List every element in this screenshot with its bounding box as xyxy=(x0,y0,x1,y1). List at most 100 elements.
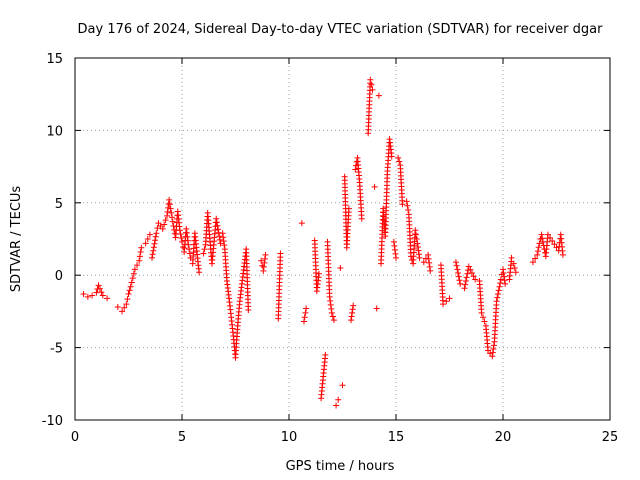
data-point xyxy=(465,263,472,270)
data-point xyxy=(493,298,500,305)
data-point xyxy=(452,259,459,266)
data-point xyxy=(328,309,335,316)
data-point xyxy=(114,304,121,311)
data-point xyxy=(245,306,252,313)
y-axis-label: SDTVAR / TECUs xyxy=(9,186,24,293)
data-point xyxy=(124,296,131,303)
data-point xyxy=(166,201,173,208)
data-point xyxy=(152,237,159,244)
data-point xyxy=(215,226,222,233)
data-point xyxy=(489,353,496,360)
data-point xyxy=(166,196,173,203)
data-point xyxy=(512,269,519,276)
data-point xyxy=(131,266,138,273)
data-point xyxy=(414,243,421,250)
data-point xyxy=(489,349,496,356)
x-tick-label: 5 xyxy=(178,430,186,445)
data-point xyxy=(326,293,333,300)
data-point xyxy=(260,263,267,270)
data-point xyxy=(322,351,329,358)
data-point xyxy=(262,251,269,258)
data-point xyxy=(495,287,502,294)
x-tick-label: 10 xyxy=(281,430,298,445)
data-point xyxy=(153,230,160,237)
data-point xyxy=(134,262,141,269)
data-point xyxy=(508,254,515,261)
data-point xyxy=(405,207,412,214)
data-point xyxy=(128,279,135,286)
data-point xyxy=(462,277,469,284)
data-point xyxy=(220,234,227,241)
data-point xyxy=(425,251,432,258)
data-point xyxy=(350,302,357,309)
data-point xyxy=(213,215,220,222)
data-point xyxy=(127,283,134,290)
data-point xyxy=(373,305,380,312)
data-point xyxy=(200,250,207,257)
data-point xyxy=(375,92,382,99)
data-point xyxy=(328,305,335,312)
data-point xyxy=(327,297,334,304)
data-point xyxy=(196,269,203,276)
data-point xyxy=(220,238,227,245)
data-point xyxy=(369,86,376,93)
data-point xyxy=(494,294,501,301)
data-point xyxy=(221,242,228,249)
data-point xyxy=(159,225,166,232)
data-point xyxy=(368,81,375,88)
data-point xyxy=(121,304,128,311)
data-point xyxy=(149,251,156,258)
data-point xyxy=(300,318,307,325)
data-point xyxy=(335,396,342,403)
data-point xyxy=(538,231,545,238)
data-point xyxy=(495,291,502,298)
data-point xyxy=(216,233,223,240)
data-point xyxy=(480,314,487,321)
data-point xyxy=(80,291,87,298)
data-point xyxy=(337,264,344,271)
data-point xyxy=(468,270,475,277)
data-point xyxy=(446,295,453,302)
data-point xyxy=(184,233,191,240)
data-point xyxy=(169,218,176,225)
data-point xyxy=(358,215,365,222)
y-tick-label: 0 xyxy=(55,269,63,284)
data-point xyxy=(553,244,560,251)
data-point xyxy=(104,295,111,302)
data-point xyxy=(470,273,477,280)
data-point xyxy=(496,283,503,290)
data-point xyxy=(544,231,551,238)
data-point xyxy=(136,253,143,260)
data-point xyxy=(186,246,193,253)
data-point xyxy=(559,251,566,258)
data-point xyxy=(348,313,355,320)
data-point xyxy=(413,236,420,242)
data-point xyxy=(463,274,470,281)
data-point xyxy=(534,248,541,255)
data-point xyxy=(150,247,157,254)
data-point xyxy=(371,183,378,190)
data-point xyxy=(136,257,143,264)
data-point xyxy=(426,263,433,270)
data-point xyxy=(129,275,136,282)
data-point xyxy=(216,236,223,243)
data-point xyxy=(393,254,399,261)
data-point xyxy=(213,219,220,226)
data-point xyxy=(392,250,399,257)
x-axis-label: GPS time / hours xyxy=(286,459,395,474)
x-tick-label: 0 xyxy=(71,430,79,445)
data-point xyxy=(535,244,542,251)
data-point xyxy=(490,342,497,349)
data-point xyxy=(416,251,423,258)
data-point xyxy=(333,402,340,409)
data-point xyxy=(426,259,433,266)
data-point xyxy=(146,231,153,238)
data-point xyxy=(315,270,322,277)
data-point xyxy=(329,313,336,320)
data-point xyxy=(119,308,126,315)
data-point xyxy=(152,233,159,240)
data-point xyxy=(455,273,462,280)
data-point xyxy=(420,259,427,266)
data-point xyxy=(142,240,149,247)
data-point xyxy=(529,259,536,266)
